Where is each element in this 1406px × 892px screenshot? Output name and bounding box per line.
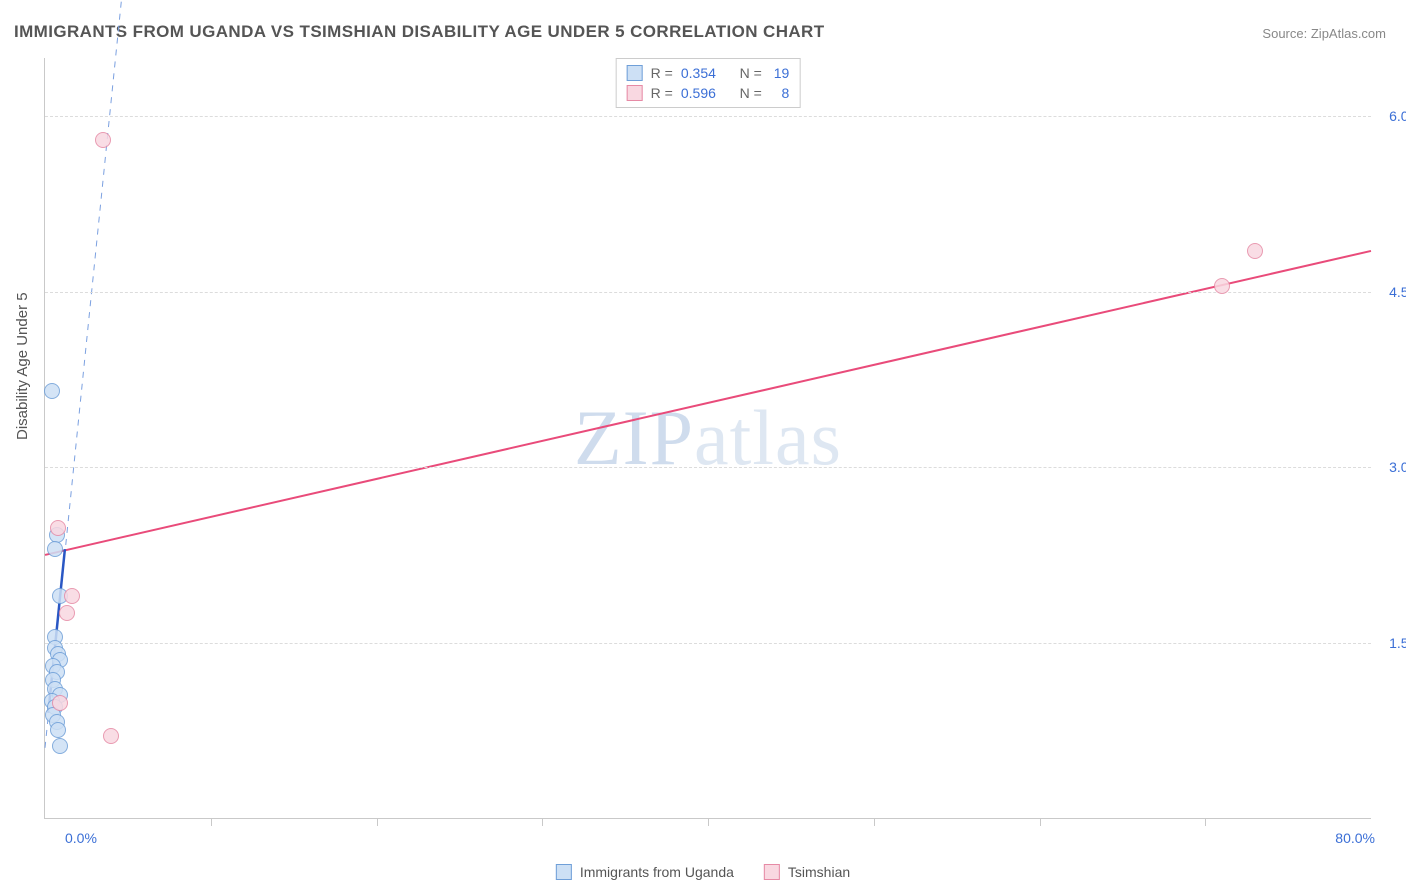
- swatch-tsimshian: [627, 85, 643, 101]
- source-label: Source:: [1262, 26, 1307, 41]
- data-point-uganda: [52, 738, 68, 754]
- x-tick: [377, 818, 378, 826]
- data-point-tsimshian: [1214, 278, 1230, 294]
- chart-svg-layer: [45, 58, 1371, 818]
- stats-row-uganda: R = 0.354 N = 19: [627, 63, 790, 83]
- n-label-tsimshian: N =: [740, 85, 762, 101]
- y-tick-label: 6.0%: [1377, 108, 1406, 124]
- r-label-uganda: R =: [651, 65, 673, 81]
- r-value-tsimshian: 0.596: [681, 85, 716, 101]
- legend-swatch-uganda: [556, 864, 572, 880]
- x-tick: [211, 818, 212, 826]
- swatch-uganda: [627, 65, 643, 81]
- y-tick-label: 1.5%: [1377, 635, 1406, 651]
- n-value-tsimshian: 8: [770, 85, 789, 101]
- trend-dashed-uganda: [45, 0, 169, 748]
- data-point-tsimshian: [50, 520, 66, 536]
- grid-line: [45, 292, 1371, 293]
- data-point-tsimshian: [1247, 243, 1263, 259]
- chart-plot-area: ZIPatlas R = 0.354 N = 19 R = 0.596 N = …: [44, 58, 1371, 819]
- grid-line: [45, 643, 1371, 644]
- data-point-tsimshian: [52, 695, 68, 711]
- bottom-legend: Immigrants from Uganda Tsimshian: [556, 864, 850, 880]
- correlation-stats-box: R = 0.354 N = 19 R = 0.596 N = 8: [616, 58, 801, 108]
- legend-item-uganda: Immigrants from Uganda: [556, 864, 734, 880]
- n-value-uganda: 19: [770, 65, 789, 81]
- stats-row-tsimshian: R = 0.596 N = 8: [627, 83, 790, 103]
- data-point-tsimshian: [103, 728, 119, 744]
- r-value-uganda: 0.354: [681, 65, 716, 81]
- source-attribution: Source: ZipAtlas.com: [1262, 26, 1386, 41]
- data-point-uganda: [44, 383, 60, 399]
- y-tick-label: 4.5%: [1377, 284, 1406, 300]
- x-tick: [874, 818, 875, 826]
- legend-swatch-tsimshian: [764, 864, 780, 880]
- x-tick: [1205, 818, 1206, 826]
- y-tick-label: 3.0%: [1377, 459, 1406, 475]
- trend-line-tsimshian: [45, 251, 1371, 555]
- chart-title: IMMIGRANTS FROM UGANDA VS TSIMSHIAN DISA…: [14, 22, 825, 42]
- data-point-tsimshian: [95, 132, 111, 148]
- data-point-uganda: [50, 722, 66, 738]
- x-axis-max-label: 80.0%: [1335, 830, 1375, 846]
- data-point-tsimshian: [64, 588, 80, 604]
- legend-item-tsimshian: Tsimshian: [764, 864, 850, 880]
- data-point-uganda: [47, 541, 63, 557]
- source-name: ZipAtlas.com: [1311, 26, 1386, 41]
- legend-label-uganda: Immigrants from Uganda: [580, 864, 734, 880]
- grid-line: [45, 467, 1371, 468]
- x-tick: [542, 818, 543, 826]
- y-axis-label: Disability Age Under 5: [14, 292, 31, 440]
- x-tick: [708, 818, 709, 826]
- legend-label-tsimshian: Tsimshian: [788, 864, 850, 880]
- grid-line: [45, 116, 1371, 117]
- r-label-tsimshian: R =: [651, 85, 673, 101]
- n-label-uganda: N =: [740, 65, 762, 81]
- x-axis-min-label: 0.0%: [65, 830, 97, 846]
- x-tick: [1040, 818, 1041, 826]
- data-point-tsimshian: [59, 605, 75, 621]
